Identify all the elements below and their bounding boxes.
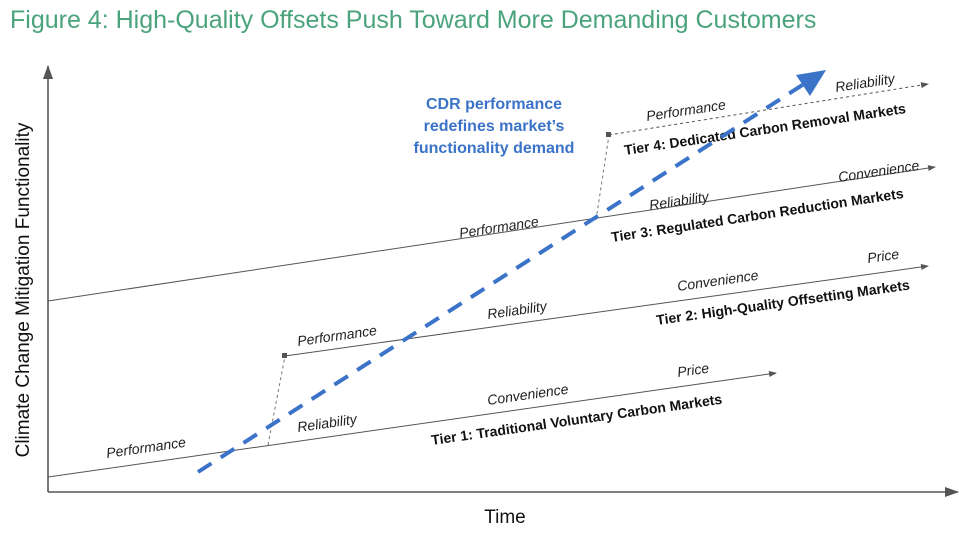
- tier2-label-price: Price: [866, 246, 900, 266]
- tier3-label-performance: Performance: [458, 213, 540, 241]
- tier4-label-performance: Performance: [645, 96, 727, 124]
- tier1-label-performance: Performance: [105, 434, 187, 461]
- tier1-line: [47, 371, 777, 478]
- tier2-label-convenience: Convenience: [676, 267, 759, 294]
- cdr-callout-line1: CDR performance: [426, 96, 562, 113]
- x-axis-label: Time: [484, 507, 526, 528]
- tier3-line: [47, 165, 936, 302]
- cdr-trend-arrow: [196, 82, 806, 474]
- cdr-trend-arrowhead: [796, 70, 826, 96]
- tier4-start-node: [606, 132, 611, 137]
- tier3-label-convenience: Convenience: [837, 157, 920, 185]
- tier3-tier4-connector: [595, 134, 610, 221]
- tier1-name: Tier 1: Traditional Voluntary Carbon Mar…: [430, 391, 723, 448]
- tier3-label-reliability: Reliability: [648, 188, 711, 213]
- tier2-start-node: [282, 353, 287, 358]
- cdr-callout-line2: redefines market’s: [424, 118, 565, 135]
- tier1-label-price: Price: [676, 360, 710, 380]
- tier4-label-reliability: Reliability: [834, 70, 897, 95]
- tier2-label-reliability: Reliability: [486, 298, 549, 322]
- tier1-tier2-connector: [267, 355, 286, 446]
- tier1-label-reliability: Reliability: [296, 411, 359, 435]
- cdr-callout-line3: functionality demand: [414, 140, 575, 157]
- tier2-line: [284, 263, 929, 357]
- y-axis-label: Climate Change Mitigation Functionality: [13, 122, 34, 457]
- figure-title: Figure 4: High-Quality Offsets Push Towa…: [10, 6, 817, 34]
